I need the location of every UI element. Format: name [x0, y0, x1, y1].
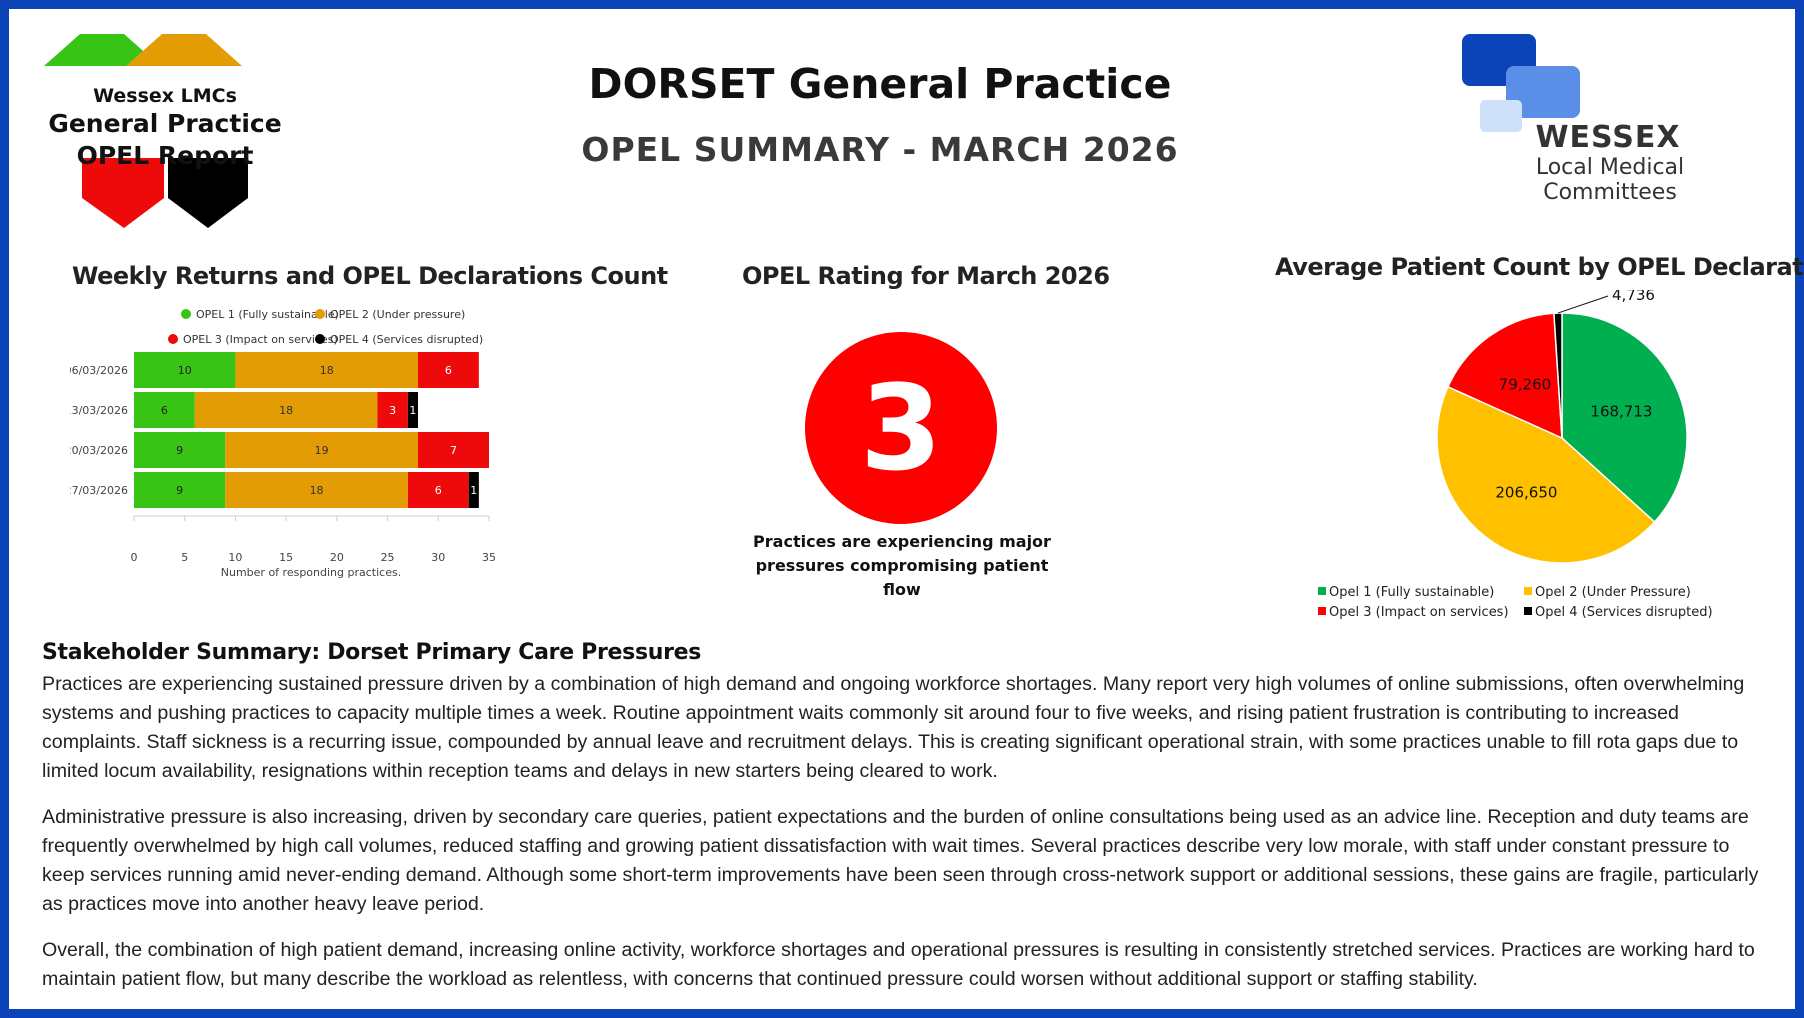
logo-line-gp: General Practice: [48, 109, 282, 138]
x-tick-label: 30: [431, 551, 445, 564]
pie-legend-marker-opel-3-impact-on-services: [1318, 607, 1326, 615]
pie-legend-label-opel-2-under-pressure: Opel 2 (Under Pressure): [1535, 585, 1691, 600]
logo-line-org: Wessex LMCs: [93, 85, 237, 107]
bar-value-label: 6: [445, 364, 452, 377]
x-tick-label: 20: [330, 551, 344, 564]
legend-marker-opel-3-impact-on-services: [168, 334, 178, 344]
logo-title: Wessex LMCs General Practice OPEL Report: [40, 84, 290, 172]
logo-line-report: OPEL Report: [76, 141, 254, 170]
bar-value-label: 7: [450, 444, 457, 457]
bar-chart: OPEL 1 (Fully sustainable)OPEL 2 (Under …: [70, 308, 496, 579]
pie-slice-opel-1-fully-sustainable: [1561, 312, 1688, 524]
bar-segment-opel-1-fully-sustainable: [134, 472, 226, 508]
x-tick-label: 35: [482, 551, 496, 564]
bar-value-label: 9: [176, 444, 183, 457]
pie-chart: 168,713 206,650 79,260 4,736 Opel 1 (Fully s…: [1318, 290, 1713, 620]
bar-segment-opel-3-impact-on-services: [418, 352, 479, 388]
summary-paragraph-1: Practices are experiencing sustained pre…: [42, 673, 1745, 782]
bar-segment-opel-3-impact-on-services: [418, 432, 489, 468]
bar-value-label: 3: [389, 404, 396, 417]
bar-value-label: 19: [315, 444, 329, 457]
pie-data-label: 4,736: [1612, 290, 1655, 304]
bar-chart-title: Weekly Returns and OPEL Declarations Cou…: [72, 262, 668, 290]
rating-caption-line2: pressures compromising patient flow: [755, 556, 1049, 599]
bar-value-label: 18: [310, 484, 324, 497]
bar-segment-opel-1-fully-sustainable: [134, 392, 195, 428]
bar-value-label: 6: [161, 404, 168, 417]
bar-segment-opel-2-under-pressure: [225, 472, 408, 508]
legend-label-opel-4-services-disrupted: OPEL 4 (Services disrupted): [330, 333, 483, 346]
org-subtitle: Local Medical Committees: [1535, 155, 1685, 205]
pie-legend-marker-opel-2-under-pressure: [1524, 587, 1532, 595]
summary-paragraph-3: Overall, the combination of high patient…: [42, 939, 1755, 990]
y-tick-label: 13/03/2026: [70, 404, 128, 417]
bar-segment-opel-3-impact-on-services: [407, 472, 469, 508]
rating-caption: Practices are experiencing major pressur…: [742, 530, 1062, 602]
org-name: WESSEX: [1535, 120, 1681, 155]
legend-marker-opel-4-services-disrupted: [315, 334, 325, 344]
pie-slice-opel-2-under-pressure: [1436, 385, 1656, 564]
pie-legend-marker-opel-4-services-disrupted: [1524, 607, 1532, 615]
bar-value-label: 1: [470, 484, 477, 497]
bar-value-label: 1: [409, 404, 416, 417]
bar-segment-opel-1-fully-sustainable: [134, 352, 236, 388]
x-tick-label: 0: [131, 551, 138, 564]
summary-paragraph-2: Administrative pressure is also increasi…: [42, 806, 1759, 915]
pie-data-label: 206,650: [1495, 483, 1557, 501]
legend-label-opel-2-under-pressure: OPEL 2 (Under pressure): [330, 308, 465, 321]
pie-slice-opel-3-impact-on-services: [1446, 312, 1563, 440]
legend-label-opel-1-fully-sustainable: OPEL 1 (Fully sustainable): [196, 308, 339, 321]
pie-legend-label-opel-1-fully-sustainable: Opel 1 (Fully sustainable): [1329, 585, 1494, 600]
bar-segment-opel-2-under-pressure: [194, 392, 378, 428]
rating-caption-line1: Practices are experiencing major: [753, 532, 1051, 551]
bar-segment-opel-4-services-disrupted: [468, 472, 479, 508]
pie-data-label: 168,713: [1590, 403, 1652, 421]
pie-leader-line: [1557, 295, 1609, 314]
x-axis-label: Number of responding practices.: [221, 566, 401, 579]
y-tick-label: 06/03/2026: [70, 364, 128, 377]
rating-title: OPEL Rating for March 2026: [742, 262, 1110, 290]
y-tick-label: 27/03/2026: [70, 484, 128, 497]
pie-legend-label-opel-3-impact-on-services: Opel 3 (Impact on services): [1329, 605, 1509, 620]
pie-data-label: 79,260: [1499, 376, 1552, 394]
bar-segment-opel-4-services-disrupted: [407, 392, 418, 428]
x-tick-label: 25: [381, 551, 395, 564]
bar-value-label: 6: [435, 484, 442, 497]
x-tick-label: 5: [181, 551, 188, 564]
bar-segment-opel-2-under-pressure: [225, 432, 418, 468]
bar-value-label: 9: [176, 484, 183, 497]
bar-value-label: 18: [279, 404, 293, 417]
page-title: DORSET General Practice: [588, 60, 1172, 108]
summary-heading: Stakeholder Summary: Dorset Primary Care…: [42, 640, 702, 665]
opel-rating-badge: 3: [805, 332, 997, 524]
bar-segment-opel-1-fully-sustainable: [134, 432, 226, 468]
bar-value-label: 10: [178, 364, 192, 377]
opel-logo-icon: [44, 34, 248, 228]
legend-marker-opel-2-under-pressure: [315, 309, 325, 319]
bar-segment-opel-3-impact-on-services: [377, 392, 408, 428]
x-tick-label: 10: [228, 551, 242, 564]
pie-legend-label-opel-4-services-disrupted: Opel 4 (Services disrupted): [1535, 605, 1713, 620]
pie-slice-opel-4-services-disrupted: [1553, 312, 1563, 439]
page-subtitle: OPEL SUMMARY - MARCH 2026: [581, 130, 1179, 169]
pie-chart-title: Average Patient Count by OPEL Declaratio…: [1275, 253, 1804, 281]
legend-marker-opel-1-fully-sustainable: [181, 309, 191, 319]
x-tick-label: 15: [279, 551, 293, 564]
bar-value-label: 18: [320, 364, 334, 377]
y-tick-label: 20/03/2026: [70, 444, 128, 457]
opel-rating-value: 3: [859, 359, 943, 497]
wessex-logo-icon: [1462, 34, 1580, 132]
bar-segment-opel-2-under-pressure: [235, 352, 418, 388]
legend-label-opel-3-impact-on-services: OPEL 3 (Impact on services): [183, 333, 338, 346]
pie-legend-marker-opel-1-fully-sustainable: [1318, 587, 1326, 595]
